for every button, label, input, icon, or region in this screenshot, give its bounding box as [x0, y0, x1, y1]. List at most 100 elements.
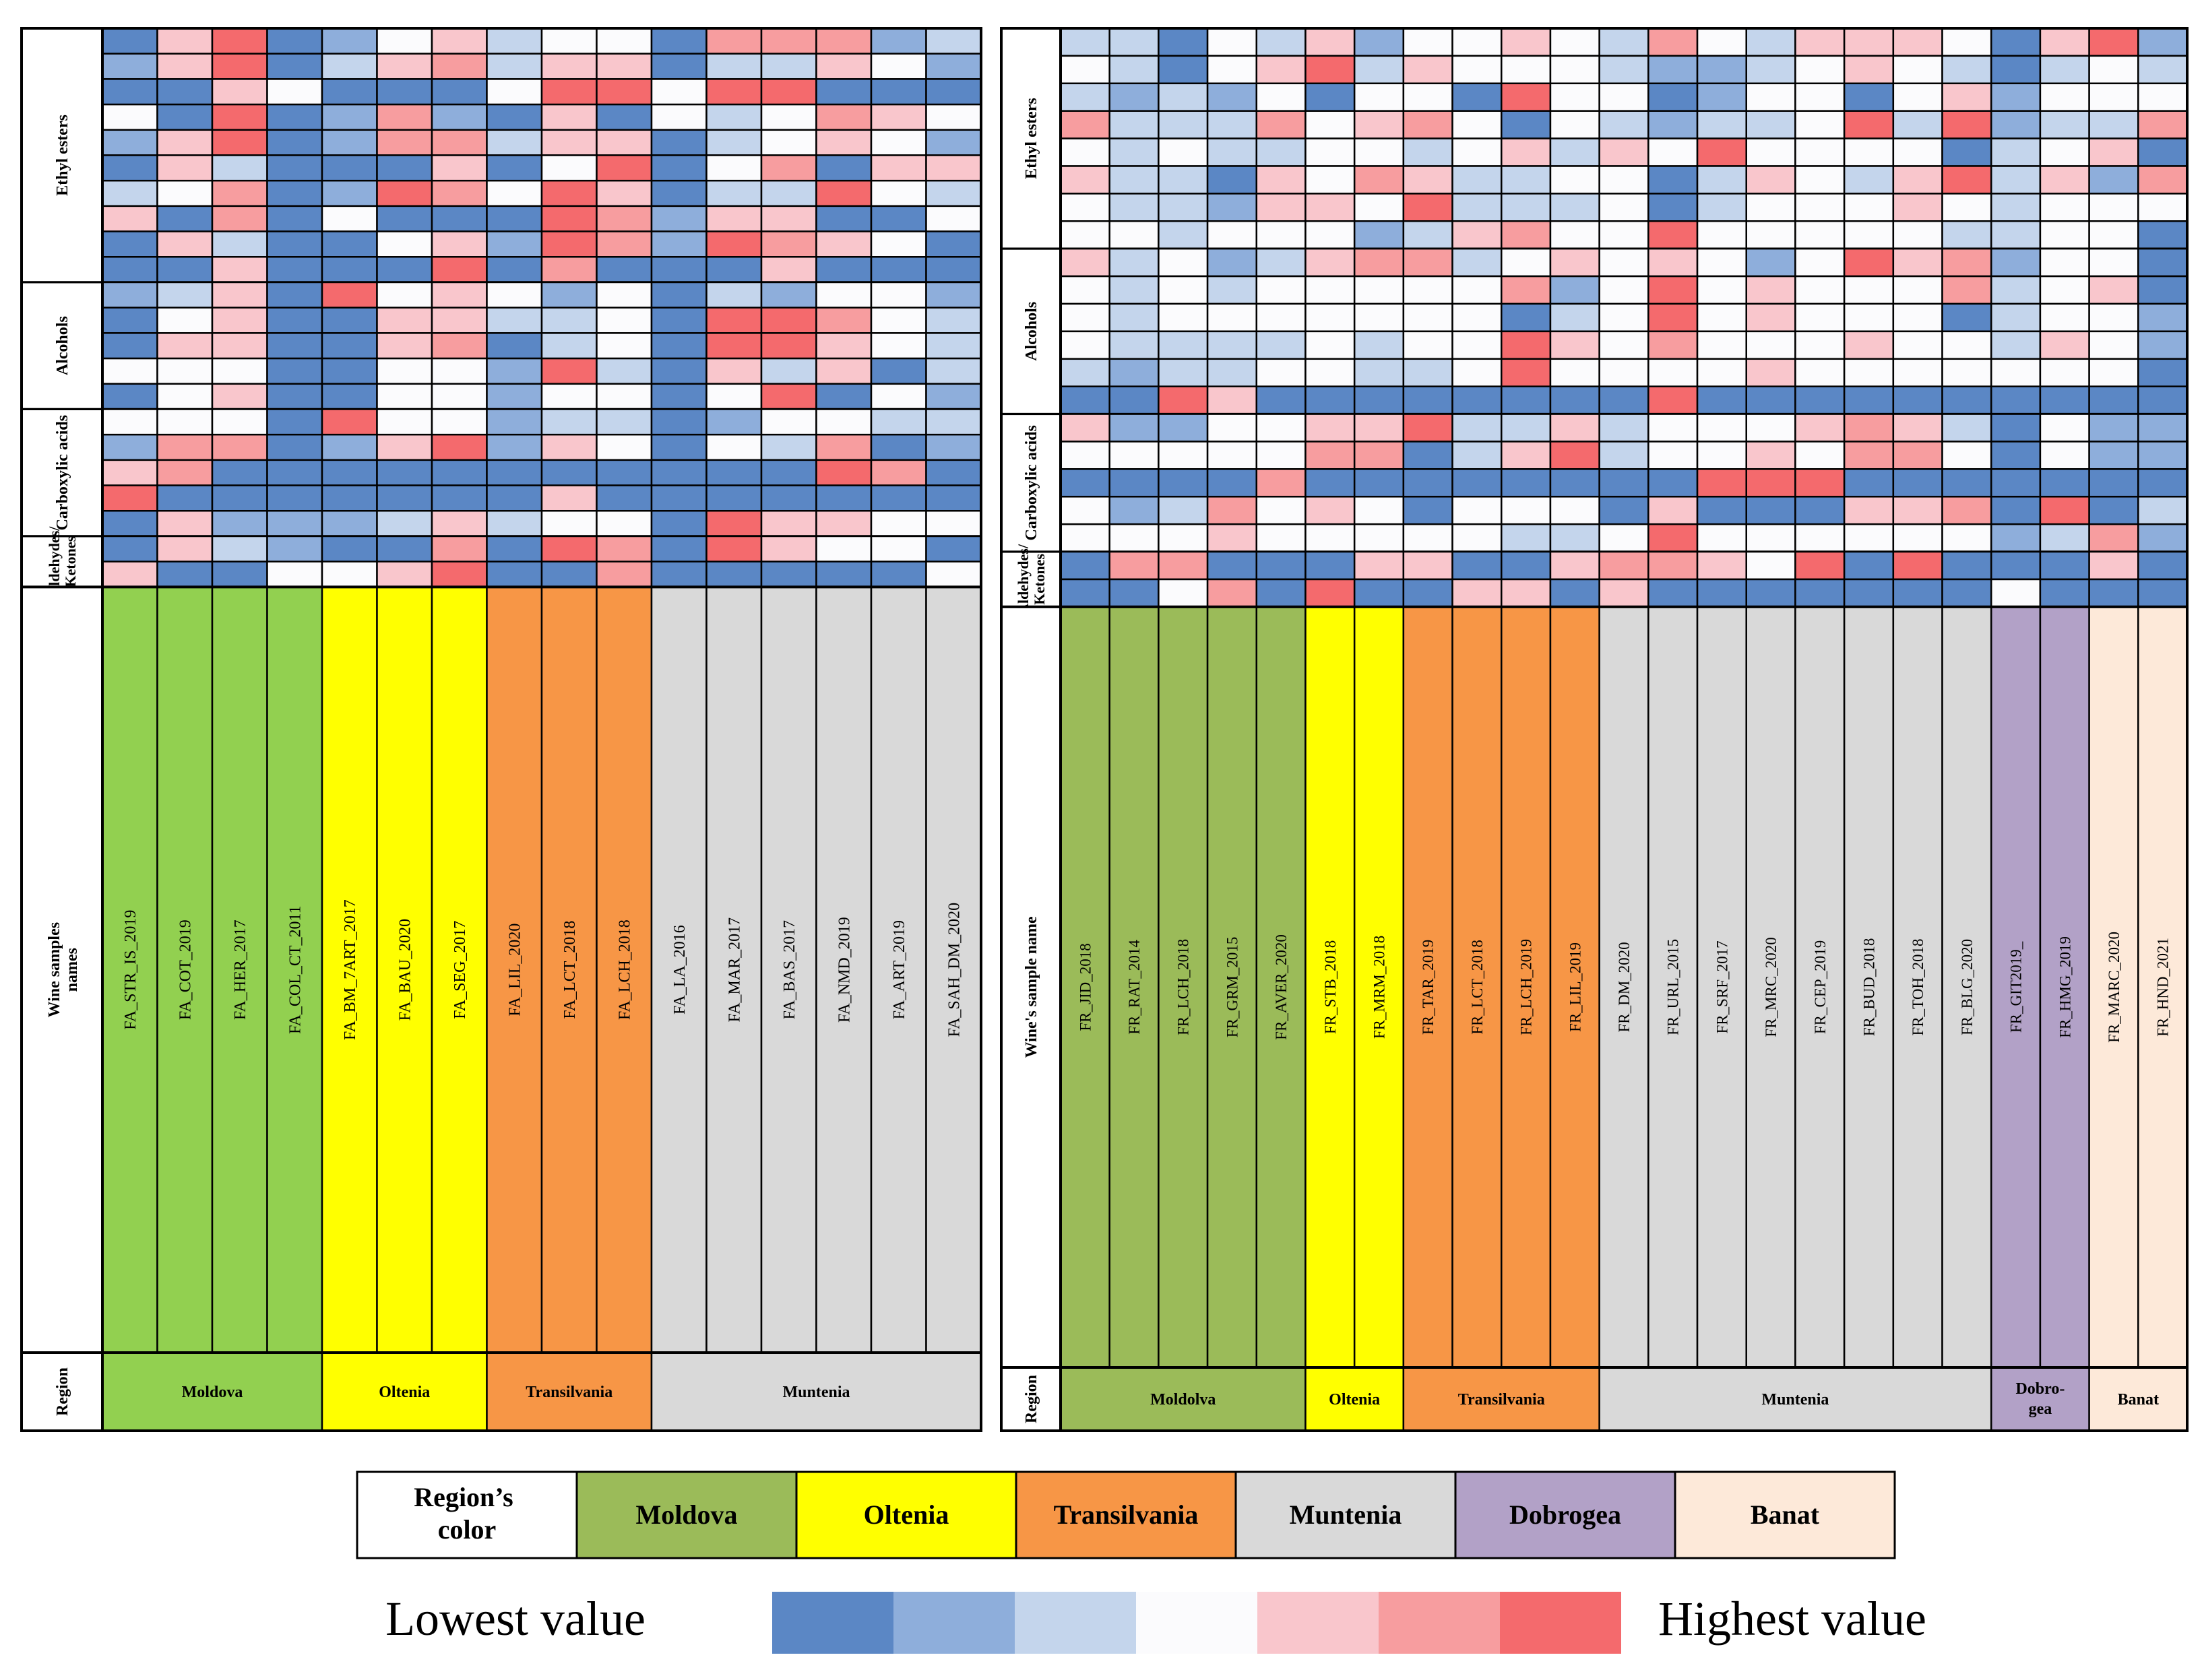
heatmap-cell [1892, 247, 1943, 278]
heatmap-cell [486, 332, 543, 360]
heatmap-cell [1598, 358, 1649, 387]
heatmap-cell [2088, 413, 2139, 443]
heatmap-cell [1843, 468, 1895, 498]
sample-name-label: FA_COL_CT_2011 [286, 905, 304, 1034]
sample-name-label: FR_SRF_2017 [1713, 940, 1730, 1033]
heatmap-cell [815, 459, 873, 486]
heatmap-cell [431, 383, 488, 410]
heatmap-cell [1990, 385, 2042, 415]
heatmap-cell [211, 27, 268, 55]
heatmap-cell [321, 433, 378, 461]
heatmap-cell [2137, 496, 2189, 525]
heatmap-cell [1451, 110, 1503, 139]
heatmap-cell [1255, 110, 1307, 139]
heatmap-cell [1990, 330, 2042, 360]
heatmap-cell [870, 535, 927, 562]
heatmap-cell [2039, 330, 2090, 360]
heatmap-cell [1304, 578, 1356, 608]
heatmap-cell [1451, 358, 1503, 387]
heatmap-cell [705, 459, 763, 486]
heatmap-cell [815, 408, 873, 436]
heatmap-cell [1745, 330, 1796, 360]
heatmap-cell [1794, 550, 1846, 581]
heatmap-cell [1892, 302, 1943, 333]
heatmap-cell [1598, 247, 1649, 278]
heatmap-cell [1402, 275, 1453, 305]
heatmap-cell [1647, 82, 1699, 112]
sample-name-label: FR_HMG_2019 [2056, 936, 2073, 1038]
heatmap-cell [2137, 523, 2189, 553]
heatmap-cell [1941, 165, 1992, 195]
heatmap-cell [705, 205, 763, 232]
heatmap-cell [1206, 550, 1258, 581]
heatmap-cell [925, 205, 982, 232]
sample-name-label: FR_TOH_2018 [1910, 938, 1926, 1035]
heatmap-cell [1990, 578, 2042, 608]
heatmap-cell [1501, 578, 1552, 608]
heatmap-cell [1158, 441, 1209, 470]
heatmap-cell [1451, 385, 1503, 415]
heatmap-cell [1647, 413, 1699, 443]
heatmap-cell [1647, 578, 1699, 608]
heatmap-cell [321, 256, 378, 284]
heatmap-cell [1304, 550, 1356, 581]
heatmap-cell [2137, 137, 2189, 167]
heatmap-cell [101, 383, 158, 410]
heatmap-cell [486, 256, 543, 284]
heatmap-cell [376, 154, 433, 182]
heatmap-cell [1549, 523, 1600, 553]
heatmap-cell [1402, 523, 1453, 553]
heatmap-cell [1059, 220, 1110, 250]
heatmap-cell [321, 357, 378, 385]
heatmap-cell [431, 332, 488, 360]
heatmap-cell [1158, 165, 1209, 195]
heatmap-cell [266, 27, 323, 55]
heatmap-cell [1892, 55, 1943, 85]
heatmap-cell [1501, 82, 1552, 112]
heatmap-cell [540, 230, 598, 258]
heatmap-cell [321, 510, 378, 538]
heatmap-cell [870, 53, 927, 80]
heatmap-cell [1206, 275, 1258, 305]
heatmap-cell [1598, 275, 1649, 305]
sample-name-header: Wine samplesnames [46, 922, 81, 1018]
heatmap-cell [650, 433, 707, 461]
heatmap-cell [1892, 110, 1943, 139]
heatmap-cell [1451, 523, 1503, 553]
heatmap-cell [2088, 468, 2139, 498]
heatmap-cell [2088, 385, 2139, 415]
heatmap-cell [1059, 496, 1110, 525]
heatmap-cell [2039, 496, 2090, 525]
heatmap-cell [2088, 220, 2139, 250]
heatmap-cell [1108, 468, 1160, 498]
heatmap-cell [1059, 55, 1110, 85]
group-label: Alcohols [54, 316, 71, 375]
heatmap-cell [211, 560, 268, 588]
sample-name-cell [870, 586, 927, 1354]
heatmap-cell [431, 484, 488, 512]
heatmap-cell [1501, 523, 1552, 553]
heatmap-cell [1353, 496, 1405, 525]
sample-name-label: FA_BM_7ART_2017 [342, 899, 359, 1040]
heatmap-cell [1745, 137, 1796, 167]
heatmap-cell [650, 129, 707, 156]
sample-name-cell [1990, 606, 2042, 1369]
heatmap-cell [1451, 27, 1503, 57]
heatmap-cell [1941, 330, 1992, 360]
sample-name-cell [1892, 606, 1943, 1369]
scale-step [1379, 1592, 1500, 1654]
sample-name-label: FR_STB_2018 [1322, 940, 1339, 1034]
heatmap-cell [266, 433, 323, 461]
heatmap-cell [650, 383, 707, 410]
heatmap-cell [431, 78, 488, 106]
region-color-legend: Region’s color Moldova Oltenia Transilvani… [356, 1471, 1896, 1559]
heatmap-cell [870, 129, 927, 156]
heatmap-cell [156, 535, 214, 562]
legend-label-muntenia: Muntenia [1290, 1499, 1402, 1530]
heatmap-cell [1598, 110, 1649, 139]
heatmap-cell [1402, 413, 1453, 443]
heatmap-cell [596, 129, 653, 156]
heatmap-cell [815, 357, 873, 385]
heatmap-cell [1255, 275, 1307, 305]
heatmap-cell [1941, 302, 1992, 333]
